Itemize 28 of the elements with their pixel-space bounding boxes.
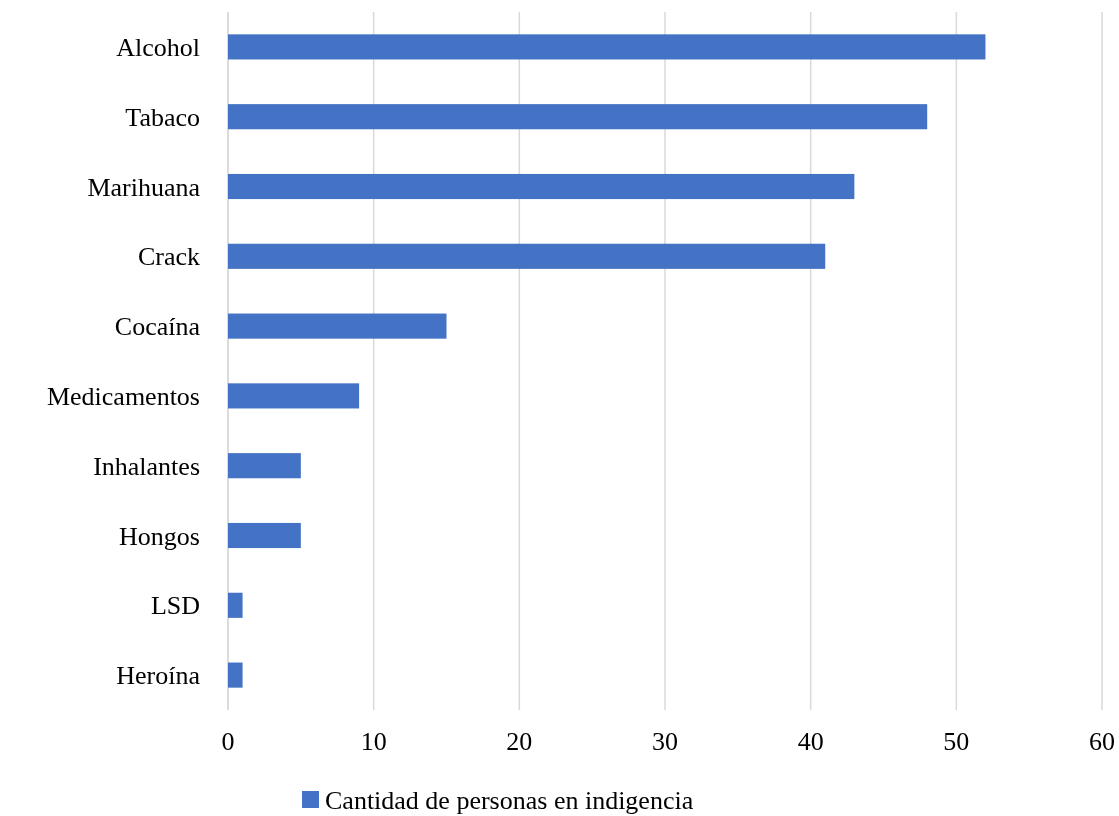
bar xyxy=(228,592,243,618)
y-tick-label: Inhalantes xyxy=(93,451,200,481)
legend-label: Cantidad de personas en indigencia xyxy=(325,786,694,816)
y-tick-label: Alcohol xyxy=(116,33,200,62)
bar xyxy=(228,453,301,479)
x-tick-label: 60 xyxy=(1089,727,1115,756)
x-tick-label: 20 xyxy=(506,727,533,756)
y-tick-label: Marihuana xyxy=(87,172,201,202)
x-tick-label: 50 xyxy=(943,727,970,756)
y-tick-label: Hongos xyxy=(119,521,200,551)
bar xyxy=(228,313,447,339)
x-tick-label: 30 xyxy=(652,727,678,756)
bar xyxy=(228,173,855,200)
y-tick-label: Tabaco xyxy=(125,102,200,132)
bar xyxy=(228,104,928,130)
bar xyxy=(228,662,243,688)
y-tick-label: Cocaína xyxy=(114,312,201,342)
y-tick-label: LSD xyxy=(150,591,200,621)
x-tick-label: 10 xyxy=(360,727,387,756)
x-tick-label: 0 xyxy=(221,727,235,756)
bar xyxy=(228,34,986,60)
bar xyxy=(228,383,360,409)
bar xyxy=(228,243,826,269)
y-tick-label: Medicamentos xyxy=(46,382,200,411)
bar xyxy=(228,522,301,549)
y-tick-label: Crack xyxy=(137,242,200,272)
x-tick-label: 40 xyxy=(797,727,824,756)
y-tick-label: Heroína xyxy=(116,661,201,691)
